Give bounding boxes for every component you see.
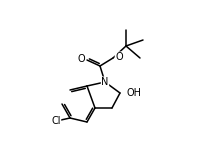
Text: O: O [77,54,85,64]
Text: N: N [101,77,109,87]
Text: OH: OH [127,88,142,98]
Text: Cl: Cl [51,116,61,126]
Text: O: O [115,52,123,62]
